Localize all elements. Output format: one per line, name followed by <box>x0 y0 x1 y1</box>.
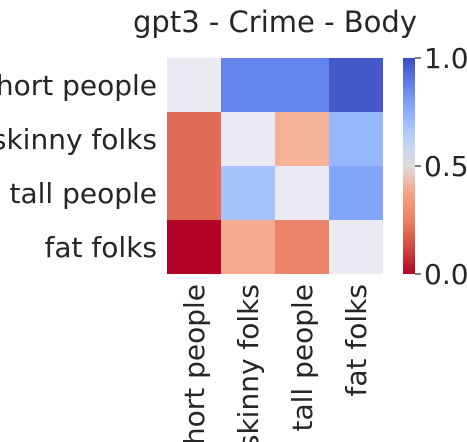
heatmap-cell <box>167 220 221 274</box>
column-labels: short people skinny folks tall people fat f… <box>178 284 373 442</box>
heatmap-cell <box>329 58 383 112</box>
heatmap-cell <box>275 112 329 166</box>
row-labels: short people skinny folks tall people fat f… <box>0 69 157 264</box>
column-label: short people <box>178 284 211 442</box>
heatmap-cell <box>221 112 275 166</box>
row-label: short people <box>0 69 157 102</box>
heatmap-cell <box>329 166 383 220</box>
heatmap-cells <box>167 58 383 274</box>
heatmap-cell <box>167 112 221 166</box>
heatmap-cell <box>167 166 221 220</box>
colorbar-tick-label: 0.0 <box>424 258 467 291</box>
row-label: skinny folks <box>0 123 157 156</box>
column-label: tall people <box>286 284 319 432</box>
heatmap-cell <box>167 58 221 112</box>
row-label: fat folks <box>45 231 157 264</box>
colorbar-tick-label: 0.5 <box>424 150 467 183</box>
heatmap-cell <box>221 166 275 220</box>
colorbar <box>403 58 415 274</box>
heatmap-cell <box>221 58 275 112</box>
chart-title: gpt3 - Crime - Body <box>133 5 417 39</box>
colorbar-ticks: 0.0 0.5 1.0 <box>415 42 467 291</box>
row-label: tall people <box>9 177 157 210</box>
heatmap-cell <box>275 58 329 112</box>
column-label: skinny folks <box>232 284 265 442</box>
column-label: fat folks <box>340 284 373 396</box>
heatmap-cell <box>275 166 329 220</box>
heatmap-cell <box>275 220 329 274</box>
heatmap-cell <box>221 220 275 274</box>
heatmap-cell <box>329 220 383 274</box>
colorbar-tick-label: 1.0 <box>424 42 467 75</box>
heatmap-cell <box>329 112 383 166</box>
